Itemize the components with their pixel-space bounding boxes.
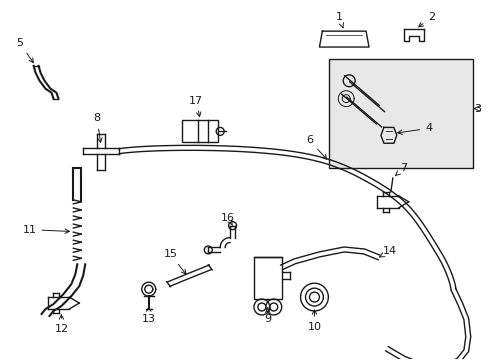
Text: 11: 11: [22, 225, 69, 235]
Text: 14: 14: [379, 247, 396, 257]
Text: 13: 13: [142, 307, 155, 324]
Text: 8: 8: [93, 113, 102, 143]
Text: 3: 3: [474, 104, 481, 113]
Bar: [182, 121, 218, 142]
Text: 6: 6: [305, 135, 326, 159]
Bar: [253, 257, 281, 299]
Text: 2: 2: [418, 12, 434, 27]
Text: 17: 17: [189, 96, 203, 117]
Text: 15: 15: [163, 249, 185, 274]
Text: 12: 12: [54, 315, 68, 334]
Text: 7: 7: [394, 163, 407, 176]
Text: 10: 10: [307, 310, 321, 332]
Bar: [328, 59, 472, 168]
Text: 16: 16: [221, 213, 235, 225]
Text: 1: 1: [335, 12, 343, 28]
Text: 9: 9: [264, 308, 271, 324]
Text: 5: 5: [16, 38, 33, 63]
Text: 4: 4: [397, 123, 431, 134]
